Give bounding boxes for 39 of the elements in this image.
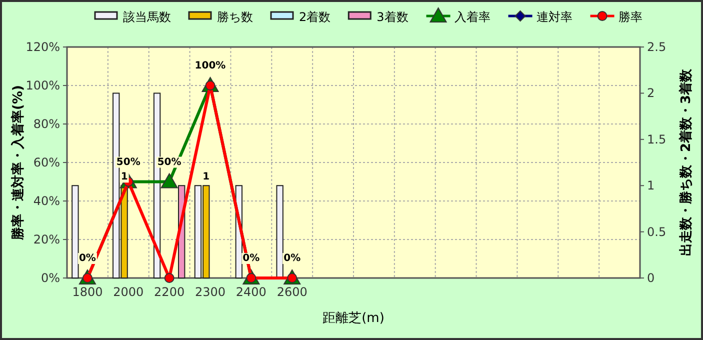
y-tick-label: 40%: [33, 194, 60, 208]
data-label: 50%: [157, 156, 182, 168]
y-tick-label: 100%: [26, 78, 60, 92]
y2-tick-label: 0: [647, 271, 655, 285]
x-axis-title: 距離芝(m): [322, 311, 384, 326]
y2-tick-label: 0.5: [647, 224, 666, 239]
data-label: 0%: [284, 253, 301, 264]
legend-label: 3着数: [376, 10, 408, 24]
y-tick-label: 0%: [40, 271, 60, 285]
x-tick-label: 1800: [72, 285, 103, 299]
y2-tick-label: 2: [647, 86, 655, 100]
x-tick-label: 2400: [236, 285, 266, 299]
legend-label: 連対率: [536, 10, 572, 24]
x-tick-label: 2600: [276, 285, 308, 299]
y-tick-label: 80%: [33, 117, 60, 131]
legend-label: 勝ち数: [217, 10, 253, 24]
x-tick-label: 2000: [113, 285, 144, 299]
x-tick-label: 2300: [194, 285, 226, 299]
y-axis-title: 勝率・連対率・入着率(%): [10, 85, 26, 241]
data-label: 1: [202, 172, 210, 183]
x-tick-label: 2200: [154, 285, 185, 299]
legend-label: 勝率: [618, 10, 642, 24]
y-tick-label: 120%: [26, 40, 60, 54]
data-label: 100%: [194, 60, 226, 72]
legend-label: 2着数: [299, 10, 331, 24]
data-label: 0%: [242, 253, 260, 264]
y2-tick-label: 2.5: [647, 40, 666, 54]
legend-label: 入着率: [454, 10, 490, 24]
data-label: 1: [120, 172, 128, 183]
legend-label: 該当馬数: [123, 10, 171, 24]
data-label: 50%: [116, 156, 140, 168]
point: [164, 273, 174, 283]
data-label: 0%: [78, 253, 96, 264]
y-tick-label: 60%: [33, 156, 60, 170]
point: [160, 173, 178, 188]
y2-tick-label: 1.5: [647, 132, 666, 146]
y2-axis-title: 出走数・勝ち数・2着数・3着数: [678, 68, 694, 256]
y2-tick-label: 1: [647, 178, 655, 193]
y-tick-label: 20%: [33, 232, 60, 246]
